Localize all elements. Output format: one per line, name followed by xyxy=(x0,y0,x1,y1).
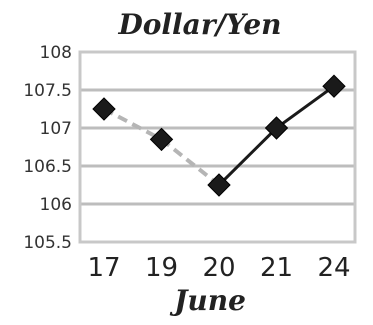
data-point xyxy=(149,127,174,152)
y-tick-label: 106 xyxy=(40,195,72,215)
chart-title: Dollar/Yen xyxy=(117,8,281,41)
y-axis: 105.5 106 106.5 107 107.5 108 xyxy=(23,43,72,253)
y-tick-label: 108 xyxy=(40,43,72,63)
data-point xyxy=(322,74,346,98)
x-tick-label: 19 xyxy=(145,253,178,283)
x-tick-label: 24 xyxy=(317,253,350,283)
y-tick-label: 105.5 xyxy=(23,233,72,253)
line-segment xyxy=(160,137,221,187)
y-tick-label: 107.5 xyxy=(23,81,72,101)
y-tick-label: 106.5 xyxy=(23,157,72,177)
series-markers xyxy=(92,74,346,197)
data-point xyxy=(207,173,231,197)
plot-frame xyxy=(78,50,357,244)
data-point xyxy=(92,97,116,121)
line-segment xyxy=(103,107,163,142)
x-axis: 17 19 20 21 24 xyxy=(87,253,350,283)
data-point xyxy=(264,116,289,140)
x-axis-label: June xyxy=(169,284,246,317)
x-tick-label: 20 xyxy=(202,253,235,283)
x-tick-label: 17 xyxy=(87,253,120,283)
series-line xyxy=(103,84,335,187)
x-tick-label: 21 xyxy=(260,253,293,283)
line-segment xyxy=(217,126,278,187)
line-segment xyxy=(275,84,335,130)
y-tick-label: 107 xyxy=(40,119,72,139)
gridlines xyxy=(80,50,355,244)
